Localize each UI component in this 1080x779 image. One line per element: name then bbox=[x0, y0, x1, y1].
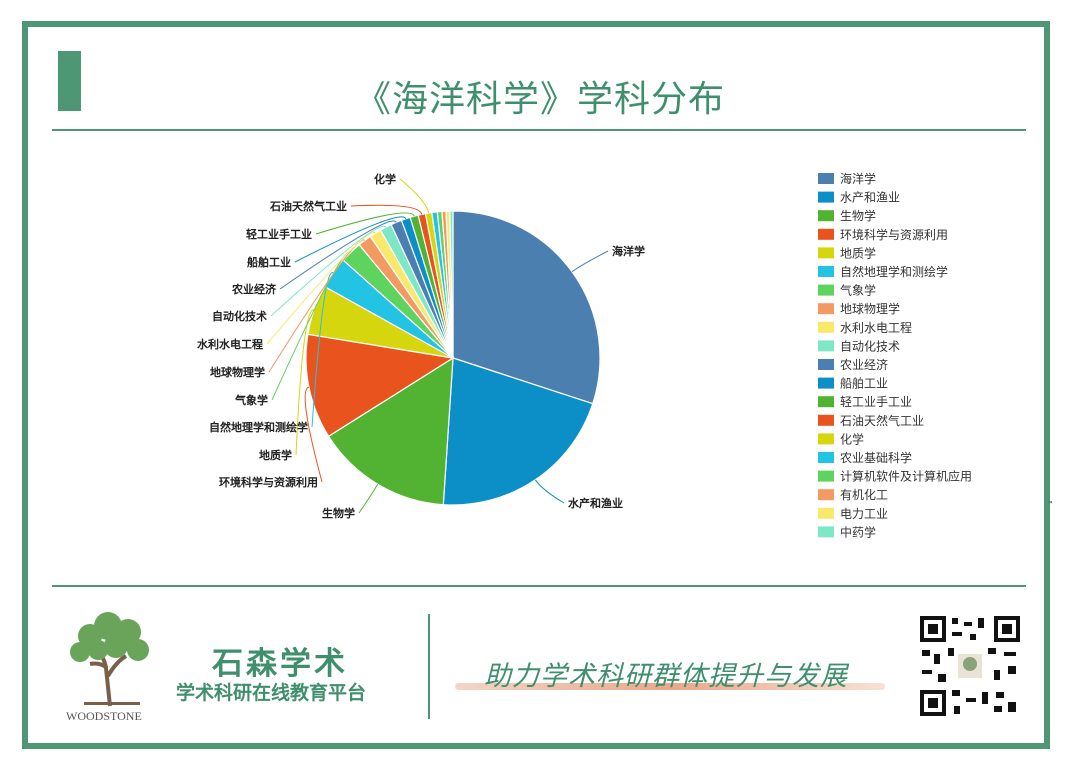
legend-label[interactable]: 电力工业 bbox=[840, 507, 888, 521]
legend-label[interactable]: 水利水电工程 bbox=[840, 320, 912, 335]
slice-label: 自然地理学和测绘学 bbox=[209, 420, 308, 434]
pie-slice-4 bbox=[305, 333, 455, 438]
legend-label[interactable]: 海洋学 bbox=[840, 171, 876, 186]
edge-mark: " bbox=[1049, 500, 1053, 509]
legend-label[interactable]: 石油天然气工业 bbox=[840, 413, 924, 428]
legend-swatch[interactable] bbox=[818, 526, 834, 538]
legend-label[interactable]: 轻工业手工业 bbox=[840, 395, 912, 409]
label-leader-line bbox=[295, 309, 315, 456]
tree-logo-icon bbox=[70, 612, 149, 707]
legend-label[interactable]: 地质学 bbox=[840, 245, 876, 260]
legend-label[interactable]: 船舶工业 bbox=[840, 376, 888, 391]
legend-swatch[interactable] bbox=[818, 321, 834, 333]
slice-label: 化学 bbox=[374, 172, 396, 186]
label-leader-line bbox=[304, 386, 323, 483]
slice-label: 自动化技术 bbox=[212, 309, 267, 323]
slice-label: 农业经济 bbox=[231, 282, 277, 296]
label-leader-line bbox=[270, 225, 387, 317]
label-leader-line bbox=[311, 272, 334, 428]
legend-label[interactable]: 环境科学与资源利用 bbox=[840, 227, 948, 242]
label-leader-line bbox=[266, 231, 376, 345]
legend-label[interactable]: 自动化技术 bbox=[840, 339, 900, 353]
legend-swatch[interactable] bbox=[818, 303, 834, 315]
footer-vertical-divider bbox=[428, 614, 430, 719]
title-divider bbox=[52, 129, 1026, 131]
slice-label: 环境科学与资源利用 bbox=[219, 475, 318, 489]
label-leader-line bbox=[294, 216, 407, 263]
legend-swatch[interactable] bbox=[818, 489, 834, 501]
page-title: 《海洋科学》学科分布 bbox=[354, 79, 725, 120]
slice-label: 气象学 bbox=[234, 393, 268, 407]
footer-divider bbox=[52, 585, 1026, 587]
legend-swatch[interactable] bbox=[818, 359, 834, 370]
legend-label[interactable]: 农业基础科学 bbox=[840, 450, 912, 465]
page-frame bbox=[22, 21, 1050, 749]
slice-label: 水产和渔业 bbox=[568, 496, 623, 510]
legend-swatch[interactable] bbox=[818, 377, 834, 389]
slice-label: 石油天然气工业 bbox=[269, 199, 347, 213]
legend-swatch[interactable] bbox=[818, 396, 834, 408]
legend-swatch[interactable] bbox=[818, 173, 834, 184]
slice-label: 水利水电工程 bbox=[197, 337, 263, 351]
slogan-text: 助力学术科研群体提升与发展 bbox=[484, 661, 848, 692]
legend-label[interactable]: 地球物理学 bbox=[840, 301, 900, 316]
legend-swatch[interactable] bbox=[818, 266, 834, 277]
label-leader-line bbox=[534, 479, 565, 504]
legend-label[interactable]: 有机化工 bbox=[840, 488, 888, 502]
legend-label[interactable]: 气象学 bbox=[840, 283, 876, 298]
brand-name: 石森学术 bbox=[212, 646, 348, 682]
woodstone-logo-text: WOODSTONE bbox=[66, 709, 142, 723]
brand-subtitle: 学术科研在线教育平台 bbox=[176, 682, 367, 704]
legend-label[interactable]: 中药学 bbox=[840, 524, 876, 539]
legend-label[interactable]: 农业经济 bbox=[840, 357, 888, 372]
title-accent-bar bbox=[58, 51, 81, 111]
legend-swatch[interactable] bbox=[818, 340, 834, 352]
label-leader-line bbox=[571, 250, 609, 273]
slice-label: 轻工业手工业 bbox=[246, 227, 312, 241]
slice-label: 地质学 bbox=[259, 448, 292, 462]
legend-swatch[interactable] bbox=[818, 247, 834, 259]
legend-swatch[interactable] bbox=[818, 414, 834, 426]
slice-label: 地球物理学 bbox=[210, 365, 265, 379]
pie-slice-20 bbox=[449, 210, 454, 359]
label-leader-line bbox=[350, 204, 423, 215]
label-leader-line bbox=[399, 178, 430, 214]
label-leader-line bbox=[279, 220, 397, 290]
legend-label[interactable]: 化学 bbox=[840, 431, 864, 446]
legend-swatch[interactable] bbox=[818, 191, 834, 203]
legend-swatch[interactable] bbox=[818, 470, 834, 482]
legend-swatch[interactable] bbox=[818, 228, 834, 240]
qr-code-icon bbox=[918, 614, 1022, 718]
label-leader-line bbox=[315, 212, 415, 235]
legend-swatch[interactable] bbox=[818, 210, 834, 222]
slice-label: 船舶工业 bbox=[247, 255, 291, 269]
slice-label: 生物学 bbox=[322, 506, 355, 520]
legend-swatch[interactable] bbox=[818, 433, 834, 445]
legend-label[interactable]: 自然地理学和测绘学 bbox=[840, 264, 948, 279]
legend-swatch[interactable] bbox=[818, 284, 834, 296]
pie-slice-1 bbox=[452, 210, 601, 405]
legend-swatch[interactable] bbox=[818, 452, 834, 463]
legend-swatch[interactable] bbox=[818, 507, 834, 519]
legend-label[interactable]: 水产和渔业 bbox=[840, 191, 900, 205]
legend-label[interactable]: 计算机软件及计算机应用 bbox=[840, 469, 972, 484]
label-leader-line bbox=[358, 483, 379, 514]
legend-label[interactable]: 生物学 bbox=[840, 208, 876, 223]
slice-label: 海洋学 bbox=[612, 244, 645, 258]
slogan-underline bbox=[455, 683, 885, 690]
